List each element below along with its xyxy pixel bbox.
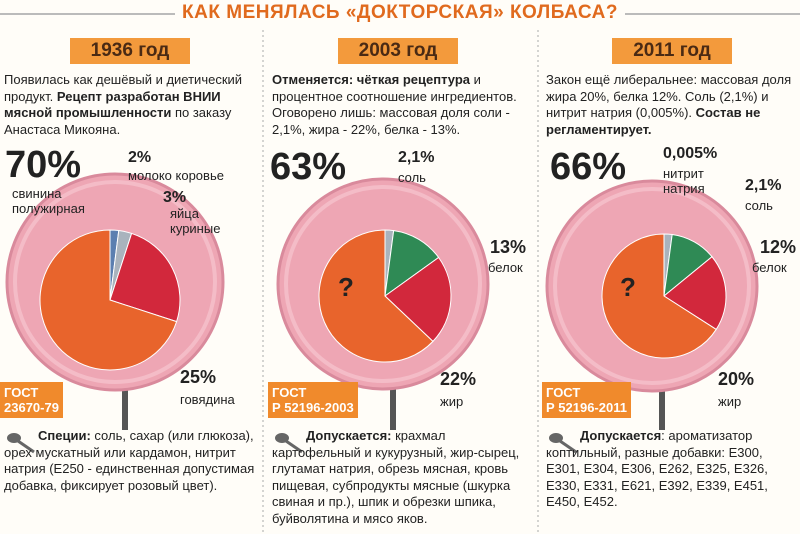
sausage-rim (553, 187, 751, 385)
value-label: 13% (490, 237, 527, 257)
note-run: : ароматизатор коптильный, разные добавк… (546, 428, 768, 509)
intro-text: Появилась как дешёвый и диетический прод… (4, 72, 258, 138)
spoon-icon (549, 433, 563, 443)
category-label: белок (752, 260, 787, 275)
pie-slice (601, 233, 717, 359)
spoon-handle (559, 439, 577, 454)
gost-line: ГОСТ (546, 385, 581, 400)
intro-run: Рецепт разработан ВНИИ мясной промышленн… (4, 88, 221, 121)
gost-line: ГОСТ (272, 385, 307, 400)
intro-run: Состав не регламентирует. (546, 105, 761, 137)
value-label: 25% (180, 367, 217, 387)
pie-slice (39, 229, 178, 371)
category-label: соль (398, 170, 426, 185)
value-label: 12% (760, 237, 797, 257)
spoon-handle (17, 439, 35, 454)
value-label: 2% (128, 149, 152, 166)
spoon-icon (7, 433, 21, 443)
category-label: белок (488, 260, 523, 275)
intro-run: Отменяется: чёткая рецептура (272, 72, 471, 87)
spoon-handle (285, 439, 303, 454)
note-text: Допускается: ароматизатор коптильный, ра… (546, 428, 800, 511)
category-label: яйца куриные (170, 206, 221, 236)
category-label: ? (338, 272, 354, 302)
pie-slice (109, 232, 181, 323)
note-run: Специи: (38, 428, 91, 443)
page-title: КАК МЕНЯЛАСЬ «ДОКТОРСКАЯ» КОЛБАСА? (182, 2, 618, 23)
spoon-icon (275, 433, 289, 443)
note-run: соль, сахар (или глюкоза), орех мускатны… (4, 428, 255, 493)
intro-run: Закон ещё либеральнее: массовая доля жир… (546, 72, 792, 120)
gost-line: Р 52196-2011 (546, 400, 627, 415)
pie-slice (663, 256, 727, 331)
category-label: молоко коровье (128, 168, 224, 183)
value-label: 70% (5, 144, 82, 186)
category-label: нитрит натрия (663, 166, 705, 196)
category-label: говядина (180, 392, 235, 407)
pie-slice (384, 256, 452, 343)
note-text: Допускается: крахмал картофельный и куку… (272, 428, 526, 527)
category-label: ? (620, 272, 636, 302)
category-label: свинина полужирная (12, 186, 85, 216)
intro-run: Появилась как дешёвый и диетический прод… (4, 72, 243, 104)
sausage-rim (284, 185, 482, 383)
value-label: 66% (550, 146, 627, 188)
category-label: жир (718, 394, 742, 409)
intro-text: Закон ещё либеральнее: массовая доля жир… (546, 72, 800, 138)
category-label: соль (745, 198, 773, 213)
sausage-rim (13, 180, 217, 384)
value-label: 20% (718, 369, 755, 389)
value-label: 3% (163, 189, 187, 206)
note-run: крахмал картофельный и кукурузный, жир-с… (272, 428, 520, 526)
intro-text: Отменяется: чёткая рецептура и процентно… (272, 72, 526, 138)
note-run: Допускается (580, 428, 662, 443)
column-header: 2003 год (338, 38, 458, 64)
category-label: жир (440, 394, 464, 409)
column-header: 2011 год (612, 38, 732, 64)
gost-line: ГОСТ (4, 385, 39, 400)
value-label: 2,1% (745, 177, 782, 194)
gost-line: Р 52196-2003 (272, 400, 354, 415)
value-label: 63% (270, 146, 347, 188)
value-label: 22% (440, 369, 477, 389)
value-label: 2,1% (398, 149, 435, 166)
pie-slice (318, 229, 434, 363)
note-text: Специи: соль, сахар (или глюкоза), орех … (4, 428, 258, 494)
value-label: 0,005% (663, 145, 718, 162)
note-run: Допускается: (306, 428, 392, 443)
intro-run: и процентное соотношение ингредиентов. О… (272, 72, 517, 137)
column-header: 1936 год (70, 38, 190, 64)
gost-label: ГОСТ Р 52196-2003 (268, 382, 358, 418)
gost-label: ГОСТ 23670-79 (0, 382, 63, 418)
gost-label: ГОСТ Р 52196-2011 (542, 382, 631, 418)
gost-line: 23670-79 (4, 400, 59, 415)
intro-run: по заказу Анастаса Микояна. (4, 105, 232, 137)
